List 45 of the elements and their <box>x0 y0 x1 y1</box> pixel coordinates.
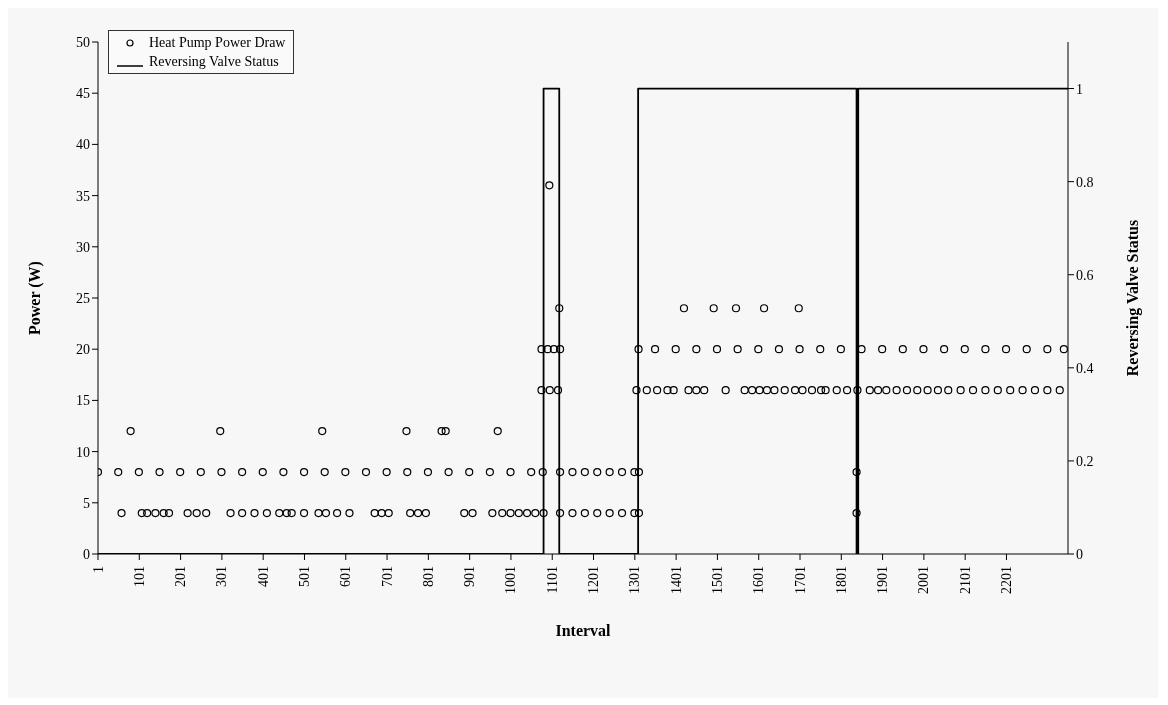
y-tick-label: 10 <box>76 444 90 460</box>
y-tick-label: 35 <box>76 188 90 204</box>
x-tick-label: 601 <box>338 566 354 587</box>
x-tick-label: 1501 <box>709 566 725 594</box>
x-tick-label: 1001 <box>503 566 519 594</box>
y-tick-label: 25 <box>76 290 90 306</box>
x-tick-label: 901 <box>462 566 478 587</box>
y-tick-label: 5 <box>83 495 90 511</box>
legend-label: Heat Pump Power Draw <box>149 34 286 52</box>
x-tick-label: 2001 <box>916 566 932 594</box>
x-tick-label: 701 <box>379 566 395 587</box>
y-tick-label: 30 <box>76 239 90 255</box>
y-tick-label: 20 <box>76 342 90 358</box>
x-tick-label: 201 <box>173 566 189 587</box>
y2-tick-label: 0.2 <box>1076 453 1094 469</box>
y2-tick-label: 0 <box>1076 546 1083 562</box>
x-tick-label: 1101 <box>544 566 560 594</box>
y-tick-label: 15 <box>76 393 90 409</box>
y-tick-label: 45 <box>76 86 90 102</box>
x-tick-label: 1601 <box>751 566 767 594</box>
x-tick-label: 2201 <box>998 566 1014 594</box>
y2-tick-label: 0.6 <box>1076 267 1094 283</box>
x-tick-label: 1 <box>90 566 106 573</box>
x-tick-label: 1301 <box>627 566 643 594</box>
y-tick-label: 0 <box>83 546 90 562</box>
x-tick-label: 1901 <box>875 566 891 594</box>
x-tick-label: 401 <box>255 566 271 587</box>
y-tick-label: 50 <box>76 34 90 50</box>
y2-tick-label: 1 <box>1076 81 1083 97</box>
x-tick-label: 1701 <box>792 566 808 594</box>
x-tick-label: 1401 <box>668 566 684 594</box>
y-axis-title: Power (W) <box>25 261 44 335</box>
legend-label: Reversing Valve Status <box>149 53 279 71</box>
x-tick-label: 501 <box>296 566 312 587</box>
x-tick-label: 2101 <box>957 566 973 594</box>
y2-tick-label: 0.4 <box>1076 360 1094 376</box>
x-tick-label: 301 <box>214 566 230 587</box>
x-axis-title: Interval <box>555 622 612 639</box>
x-tick-label: 101 <box>131 566 147 587</box>
x-tick-label: 1201 <box>586 566 602 594</box>
x-tick-label: 801 <box>420 566 436 587</box>
y2-tick-label: 0.8 <box>1076 174 1094 190</box>
x-tick-label: 1801 <box>833 566 849 594</box>
y-tick-label: 40 <box>76 137 90 153</box>
y2-axis-title: Reversing Valve Status <box>1123 219 1142 377</box>
